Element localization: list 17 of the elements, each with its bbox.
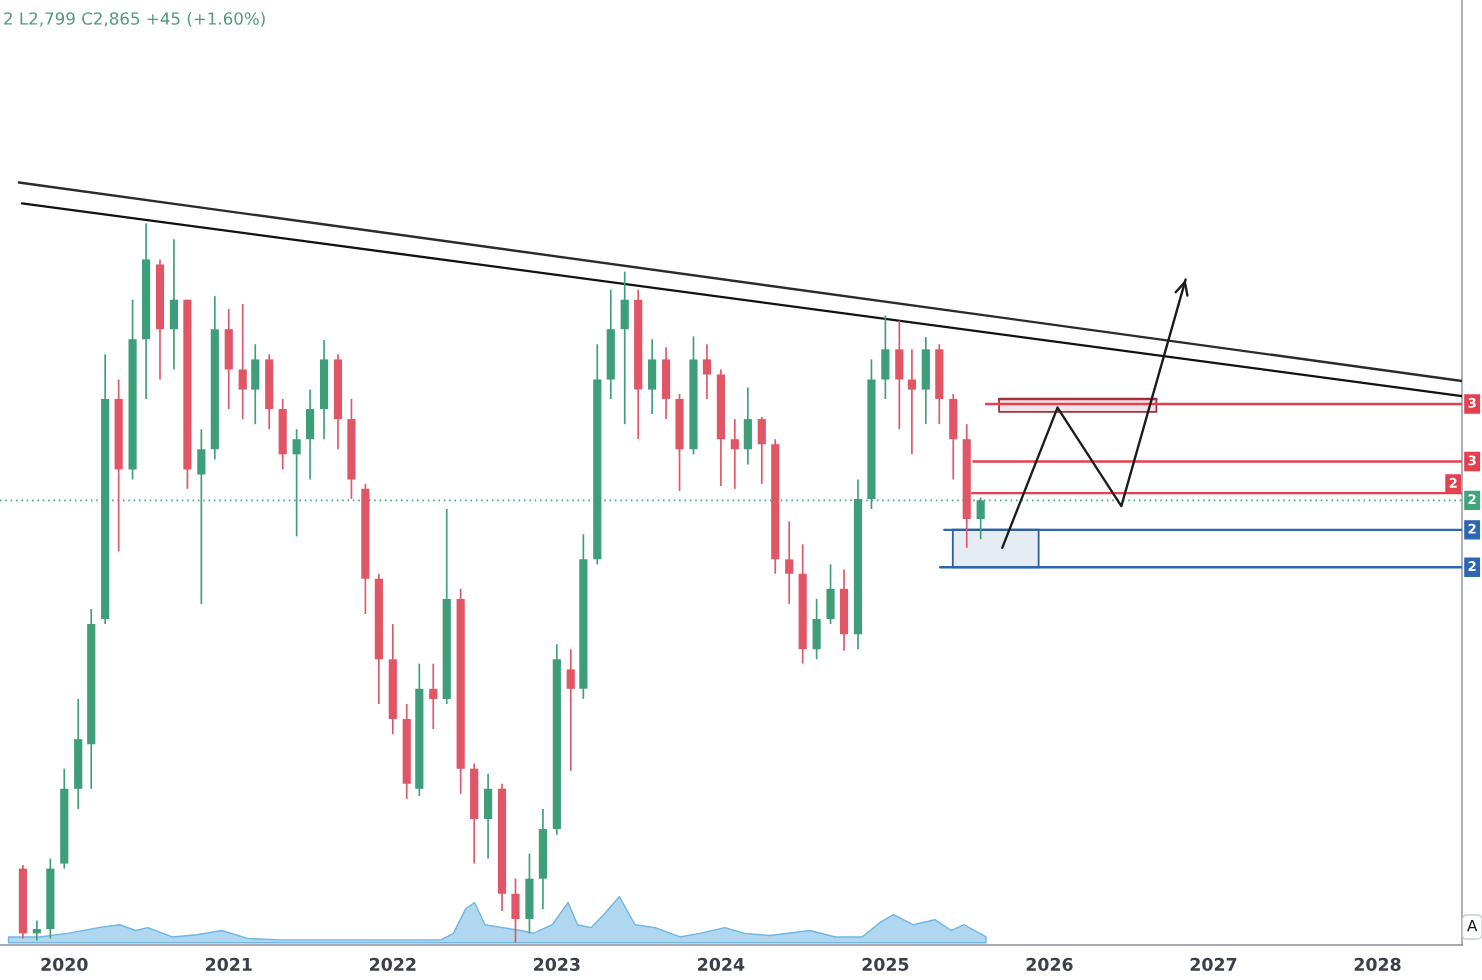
x-tick-label: 2026 [1026,957,1073,971]
annotation: 2 [1468,494,1476,505]
x-tick-label: 2022 [370,957,416,971]
text: A [1467,920,1478,932]
chart-title: 2 L2,799 C2,865 +45 (+1.60%) [4,11,265,27]
x-tick-label: 2025 [862,957,909,971]
annotation: 2 [1449,477,1457,488]
annotation: 3 [1468,455,1476,466]
x-tick-label: 2020 [41,957,88,971]
annotation: 2 [1468,523,1476,534]
x-tick-label: 2027 [1190,957,1237,971]
x-tick-label: 2021 [205,957,252,971]
annotation: 2 [1468,561,1476,571]
x-tick-label: 2023 [534,957,580,971]
annotation: 3 [1468,397,1476,408]
x-tick-label: 2028 [1354,957,1401,971]
x-tick-label: 2024 [698,957,745,971]
